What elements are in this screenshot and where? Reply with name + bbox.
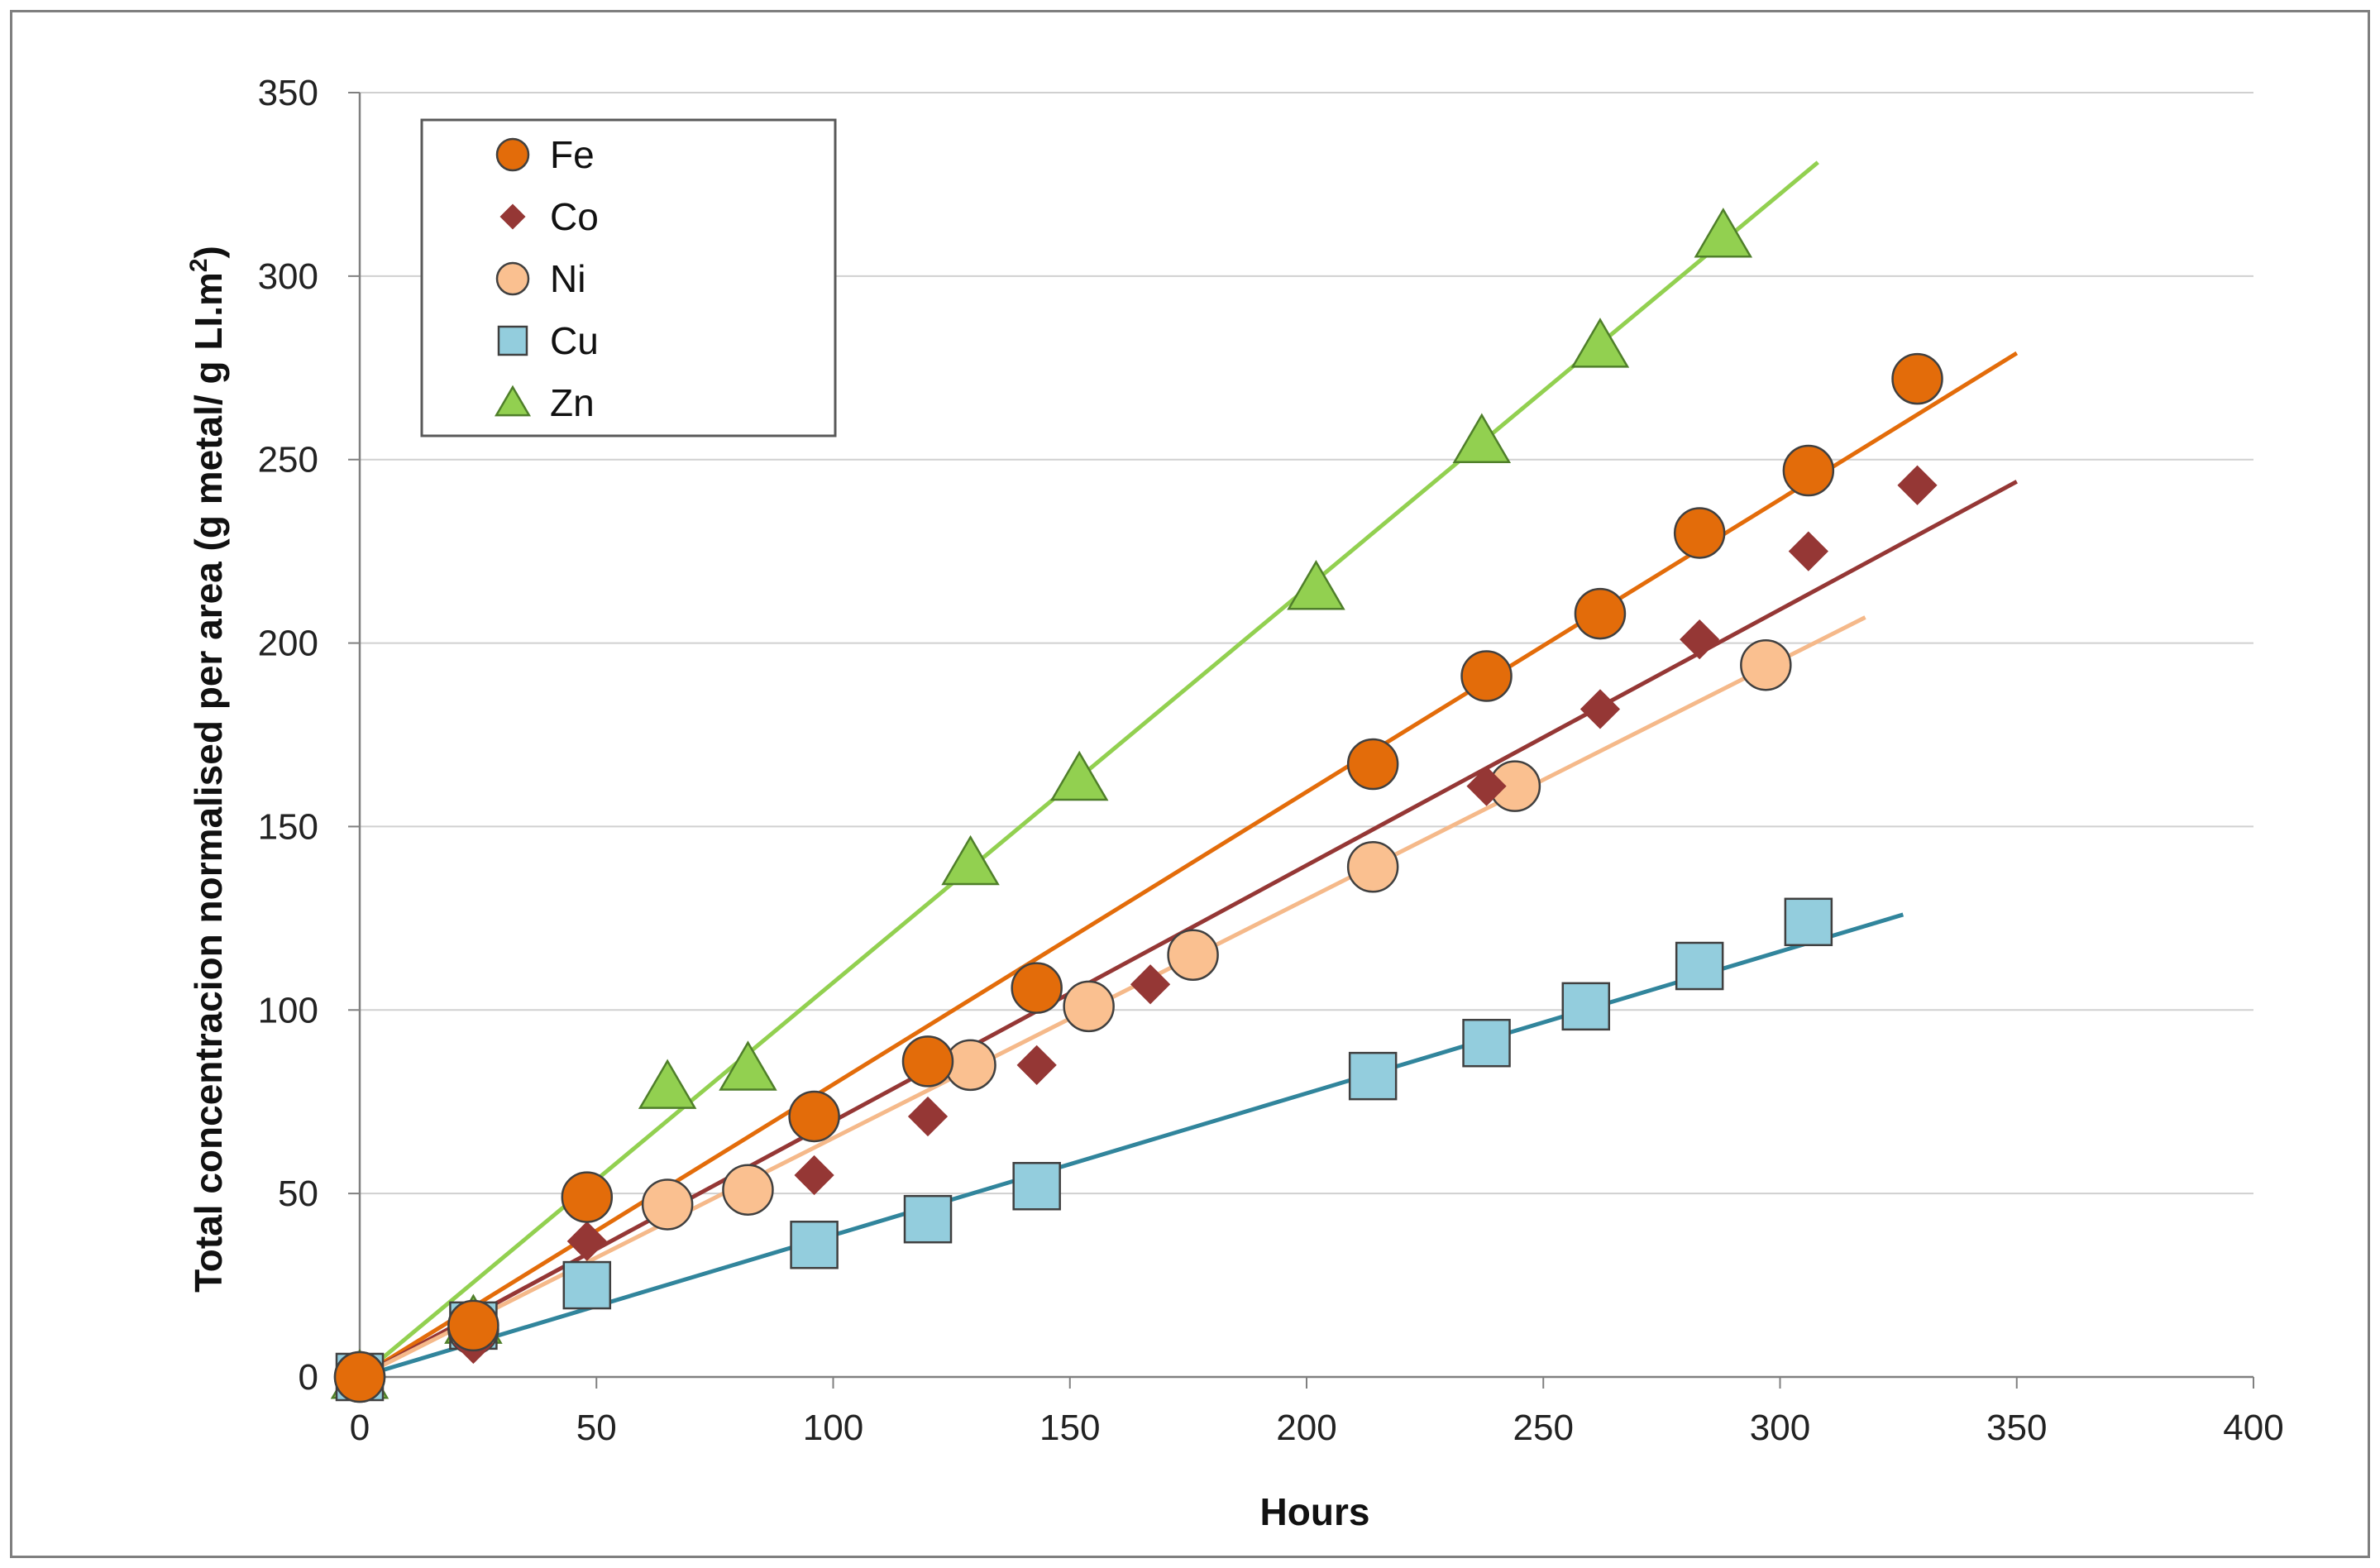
co-point-6: [1130, 964, 1171, 1005]
y-tick-label-200: 200: [258, 624, 318, 664]
cu-point-5: [1012, 1162, 1061, 1211]
fe-point-1: [447, 1299, 499, 1352]
legend-marker-co: [499, 203, 526, 230]
legend-marker-zn: [494, 385, 532, 417]
co-point-10: [1788, 531, 1828, 571]
cu-point-10: [1784, 897, 1833, 947]
x-tick-label-150: 150: [1039, 1408, 1100, 1448]
zn-point-4: [941, 834, 1000, 886]
legend-marker-fe: [495, 137, 530, 172]
cu-point-6: [1348, 1051, 1398, 1101]
x-tick-label-100: 100: [803, 1408, 863, 1448]
zn-point-5: [1049, 750, 1109, 801]
fe-point-2: [561, 1171, 614, 1223]
chart-frame: [10, 10, 2370, 1558]
zn-point-7: [1452, 413, 1512, 463]
legend-label-co: Co: [550, 195, 599, 238]
legend-marker-cu: [497, 325, 528, 356]
legend-label-cu: Cu: [550, 319, 599, 362]
zn-point-9: [1694, 208, 1753, 258]
data-points: [330, 208, 1943, 1403]
co-point-11: [1897, 465, 1938, 505]
y-tick-label-300: 300: [258, 256, 318, 297]
trendline-co: [358, 480, 2018, 1379]
co-point-5: [1016, 1045, 1057, 1085]
y-axis-title-end: ): [187, 246, 230, 258]
zn-point-2: [638, 1059, 697, 1109]
co-point-3: [794, 1154, 834, 1196]
ni-point-6: [1167, 929, 1219, 981]
ni-point-7: [1346, 840, 1399, 893]
y-tick-label-0: 0: [299, 1357, 318, 1398]
fe-point-6: [1346, 738, 1399, 791]
cu-point-4: [903, 1194, 953, 1244]
legend-box: [420, 118, 837, 437]
cu-point-8: [1561, 982, 1611, 1031]
co-point-7: [1466, 766, 1507, 806]
y-axis-title: Total concentracion normalised per area …: [185, 246, 230, 1293]
x-axis-title: Hours: [1260, 1490, 1370, 1533]
fe-point-10: [1782, 444, 1835, 497]
x-tick-label-50: 50: [576, 1408, 617, 1448]
x-tick-label-250: 250: [1513, 1408, 1574, 1448]
co-point-9: [1680, 619, 1720, 660]
cu-point-9: [1675, 941, 1724, 991]
x-tick-label-350: 350: [1986, 1408, 2047, 1448]
y-tick-label-100: 100: [258, 990, 318, 1030]
legend-marker-ni: [495, 261, 530, 296]
co-point-2: [566, 1221, 607, 1261]
y-tick-label-250: 250: [258, 440, 318, 480]
fe-point-9: [1673, 507, 1726, 559]
y-tick-label-150: 150: [258, 806, 318, 847]
fe-point-7: [1460, 650, 1513, 702]
series-fe: [333, 352, 1943, 1403]
ni-point-5: [1063, 980, 1115, 1033]
x-tick-label-300: 300: [1750, 1408, 1810, 1448]
legend-label-zn: Zn: [550, 381, 595, 424]
fe-point-11: [1891, 352, 1943, 405]
cu-point-3: [790, 1221, 839, 1269]
fe-point-4: [901, 1035, 954, 1088]
zn-point-8: [1570, 318, 1630, 368]
y-tick-label-50: 50: [278, 1174, 318, 1214]
x-tick-label-0: 0: [350, 1408, 370, 1448]
y-axis-title-main: Total concentracion normalised per area …: [187, 272, 230, 1293]
cu-point-7: [1462, 1018, 1511, 1068]
zn-point-6: [1287, 560, 1345, 610]
tick-labels: 0 50 100 150 200 250 300 350 0 50 100 150 200 250 300 3…: [258, 73, 2284, 1448]
legend-label-ni: Ni: [550, 257, 585, 300]
ni-point-9: [1740, 638, 1792, 691]
fe-point-3: [788, 1090, 840, 1143]
cu-point-2: [562, 1260, 612, 1310]
ni-point-3: [722, 1164, 774, 1216]
x-tick-label-200: 200: [1276, 1408, 1336, 1448]
legend-label-fe: Fe: [550, 133, 595, 176]
co-point-8: [1579, 689, 1621, 729]
co-point-4: [907, 1096, 949, 1137]
legend: Fe Co Ni Cu Zn: [420, 118, 837, 437]
axes: [348, 92, 2254, 1389]
y-axis-title-superscript: 2: [185, 258, 213, 272]
y-tick-label-350: 350: [258, 73, 318, 113]
fe-point-8: [1574, 587, 1627, 640]
ni-point-2: [641, 1178, 694, 1231]
series-cu: [335, 897, 1833, 1402]
zn-point-3: [719, 1040, 777, 1091]
fe-point-0: [333, 1350, 386, 1403]
trendline-fe: [358, 351, 2019, 1379]
trendline-cu: [359, 912, 1904, 1379]
x-tick-label-400: 400: [2223, 1408, 2283, 1448]
fe-point-5: [1011, 962, 1063, 1014]
